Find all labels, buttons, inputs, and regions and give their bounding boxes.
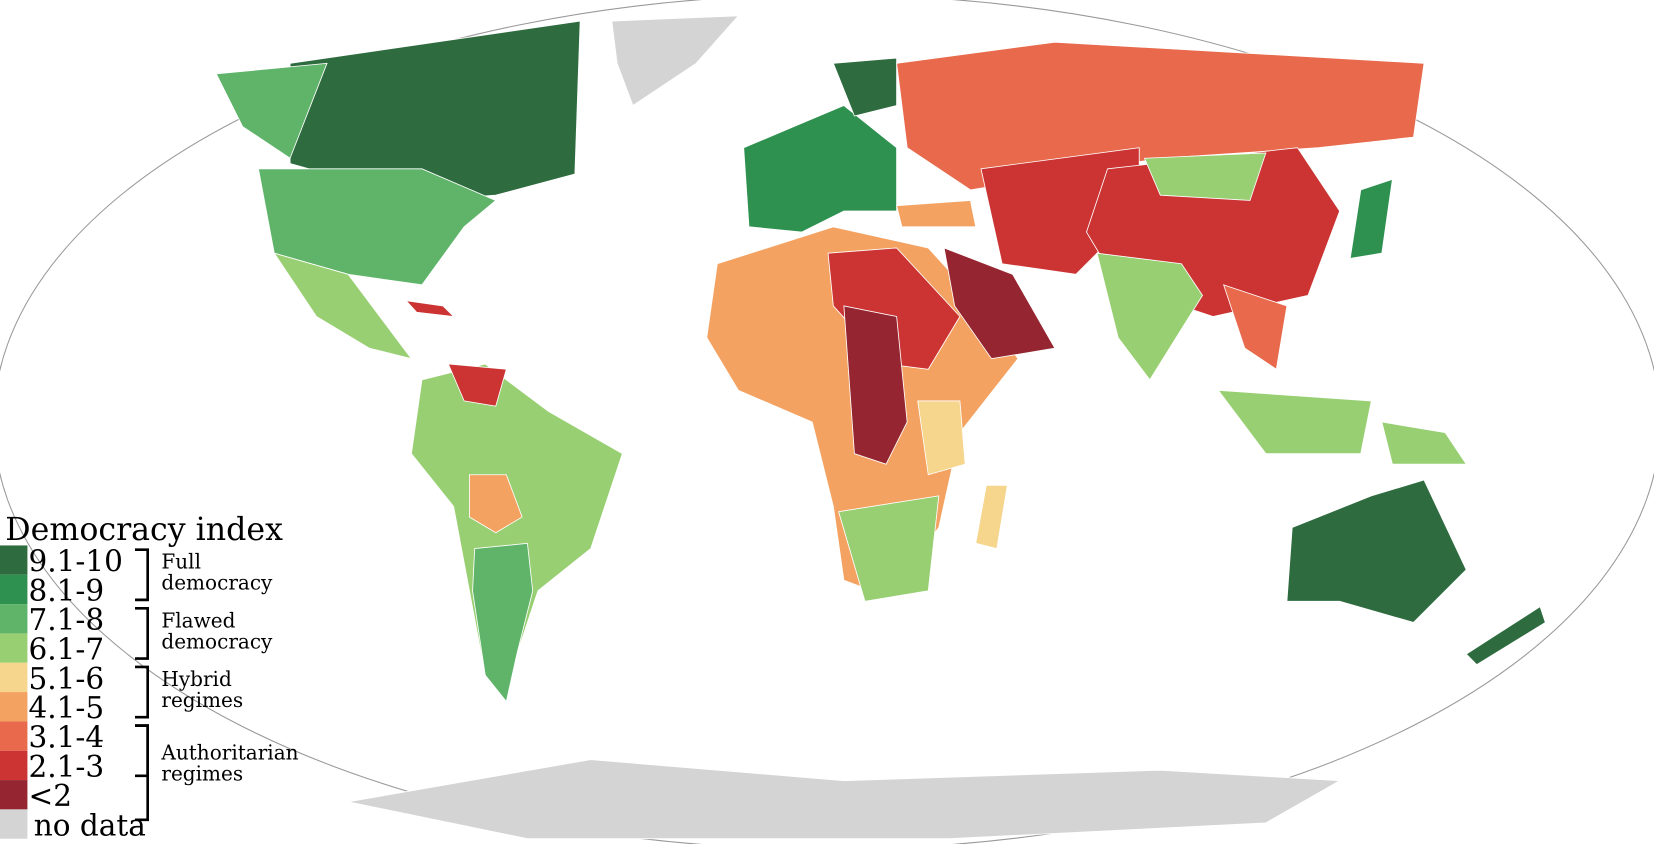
legend-swatch xyxy=(0,545,28,575)
legend-label: 3.1-4 xyxy=(28,721,104,755)
legend-label: 8.1-9 xyxy=(28,574,104,608)
canada xyxy=(289,20,581,201)
legend-label: no data xyxy=(34,809,146,843)
new-zealand xyxy=(1465,605,1546,666)
legend-bracket xyxy=(135,548,149,602)
legend-swatch xyxy=(0,780,28,810)
legend-bracket xyxy=(135,724,149,822)
legend: Democracy index 9.1-108.1-97.1-86.1-75.1… xyxy=(0,512,299,843)
australia xyxy=(1286,479,1467,623)
bolivia xyxy=(468,474,523,534)
central-africa xyxy=(843,305,908,465)
venezuela xyxy=(447,363,507,407)
russia xyxy=(896,41,1425,191)
scandinavia xyxy=(832,57,898,117)
legend-swatch xyxy=(0,809,28,839)
antarctica xyxy=(348,759,1342,840)
legend-swatch xyxy=(0,721,28,751)
legend-label: 6.1-7 xyxy=(28,633,104,667)
alaska xyxy=(215,62,328,159)
legend-swatch xyxy=(0,662,28,693)
legend-swatch xyxy=(0,750,28,781)
legend-swatch xyxy=(0,574,28,605)
legend-label: <2 xyxy=(28,779,72,813)
legend-bracket xyxy=(135,724,149,778)
legend-group-label: democracy xyxy=(161,629,273,653)
legend-swatch xyxy=(0,633,28,663)
legend-label: 4.1-5 xyxy=(28,691,104,725)
legend-group-label: Authoritarian xyxy=(160,740,298,764)
southern-africa xyxy=(838,495,940,602)
legend-group-label: Flawed xyxy=(161,608,235,632)
legend-bracket xyxy=(135,665,149,719)
legend-title: Democracy index xyxy=(5,512,283,548)
legend-bracket xyxy=(135,606,149,660)
legend-swatch xyxy=(0,692,28,722)
southeast-asia xyxy=(1222,284,1288,370)
argentina-chile xyxy=(472,542,534,703)
sahel xyxy=(827,247,961,370)
papua xyxy=(1381,421,1468,465)
countries xyxy=(215,15,1546,840)
japan xyxy=(1349,178,1393,259)
mexico-central-america xyxy=(273,252,413,360)
legend-group-label: democracy xyxy=(161,571,273,595)
legend-group-label: Full xyxy=(161,550,201,574)
legend-group-label: regimes xyxy=(161,688,243,712)
india xyxy=(1096,252,1204,381)
legend-label: 5.1-6 xyxy=(28,662,104,696)
legend-swatch xyxy=(0,604,28,634)
legend-group-label: regimes xyxy=(161,761,243,785)
east-africa xyxy=(917,400,966,476)
madagascar xyxy=(975,484,1008,550)
mongolia xyxy=(1143,152,1267,201)
legend-label: 7.1-8 xyxy=(28,603,104,637)
legend-group-label: Hybrid xyxy=(161,667,232,691)
arabia xyxy=(943,247,1056,360)
legend-label: 9.1-10 xyxy=(28,545,122,579)
cuba xyxy=(405,300,455,318)
greenland xyxy=(611,15,740,107)
turkey xyxy=(896,200,977,228)
indonesia xyxy=(1217,389,1372,455)
legend-label: 2.1-3 xyxy=(28,750,104,784)
